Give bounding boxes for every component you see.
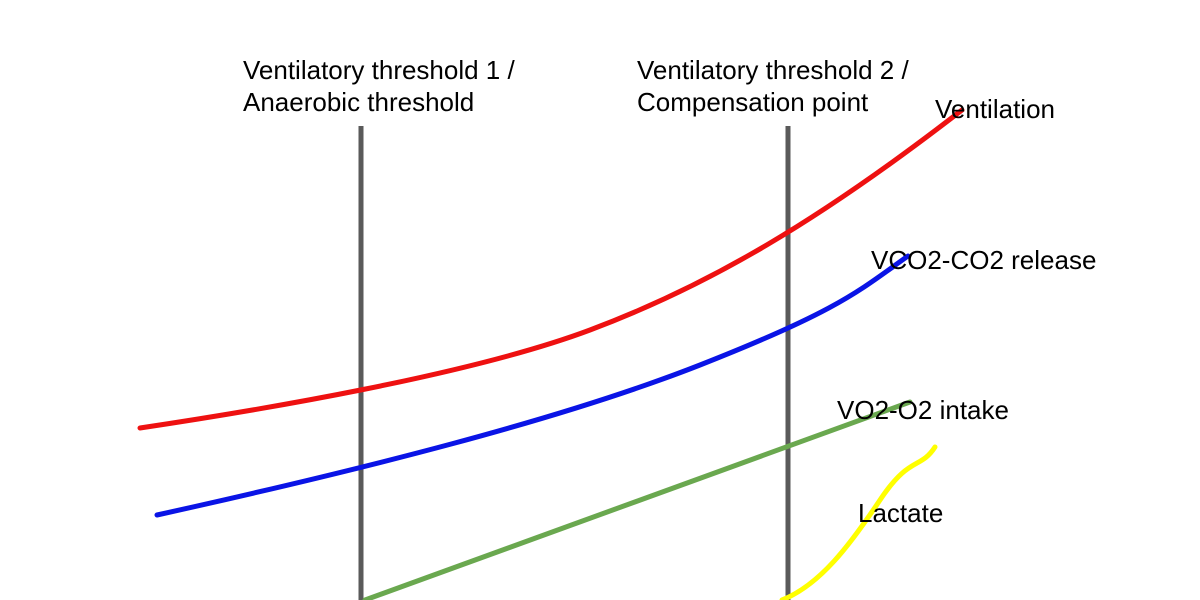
threshold-1-label-line2: Anaerobic threshold (243, 87, 474, 117)
threshold-2-label: Ventilatory threshold 2 / (637, 55, 909, 85)
threshold-2-label-line1: Ventilatory threshold 2 / (637, 55, 909, 85)
threshold-1-label: Ventilatory threshold 1 / (243, 55, 515, 85)
threshold-2-label-line2: Compensation point (637, 87, 869, 117)
ventilation-curve (137, 107, 965, 431)
lactate-label: Lactate (858, 498, 943, 528)
threshold-2-label-second: Compensation point (637, 87, 869, 117)
vo2-curve (362, 399, 913, 600)
ventilation-label: Ventilation (935, 94, 1055, 124)
lactate-curve (779, 444, 938, 600)
vco2-label: VCO2-CO2 release (871, 245, 1096, 275)
threshold-1-label-line1: Ventilatory threshold 1 / (243, 55, 515, 85)
vo2-label: VO2-O2 intake (837, 395, 1009, 425)
threshold-1-label-second: Anaerobic threshold (243, 87, 474, 117)
vco2-curve (154, 253, 911, 518)
